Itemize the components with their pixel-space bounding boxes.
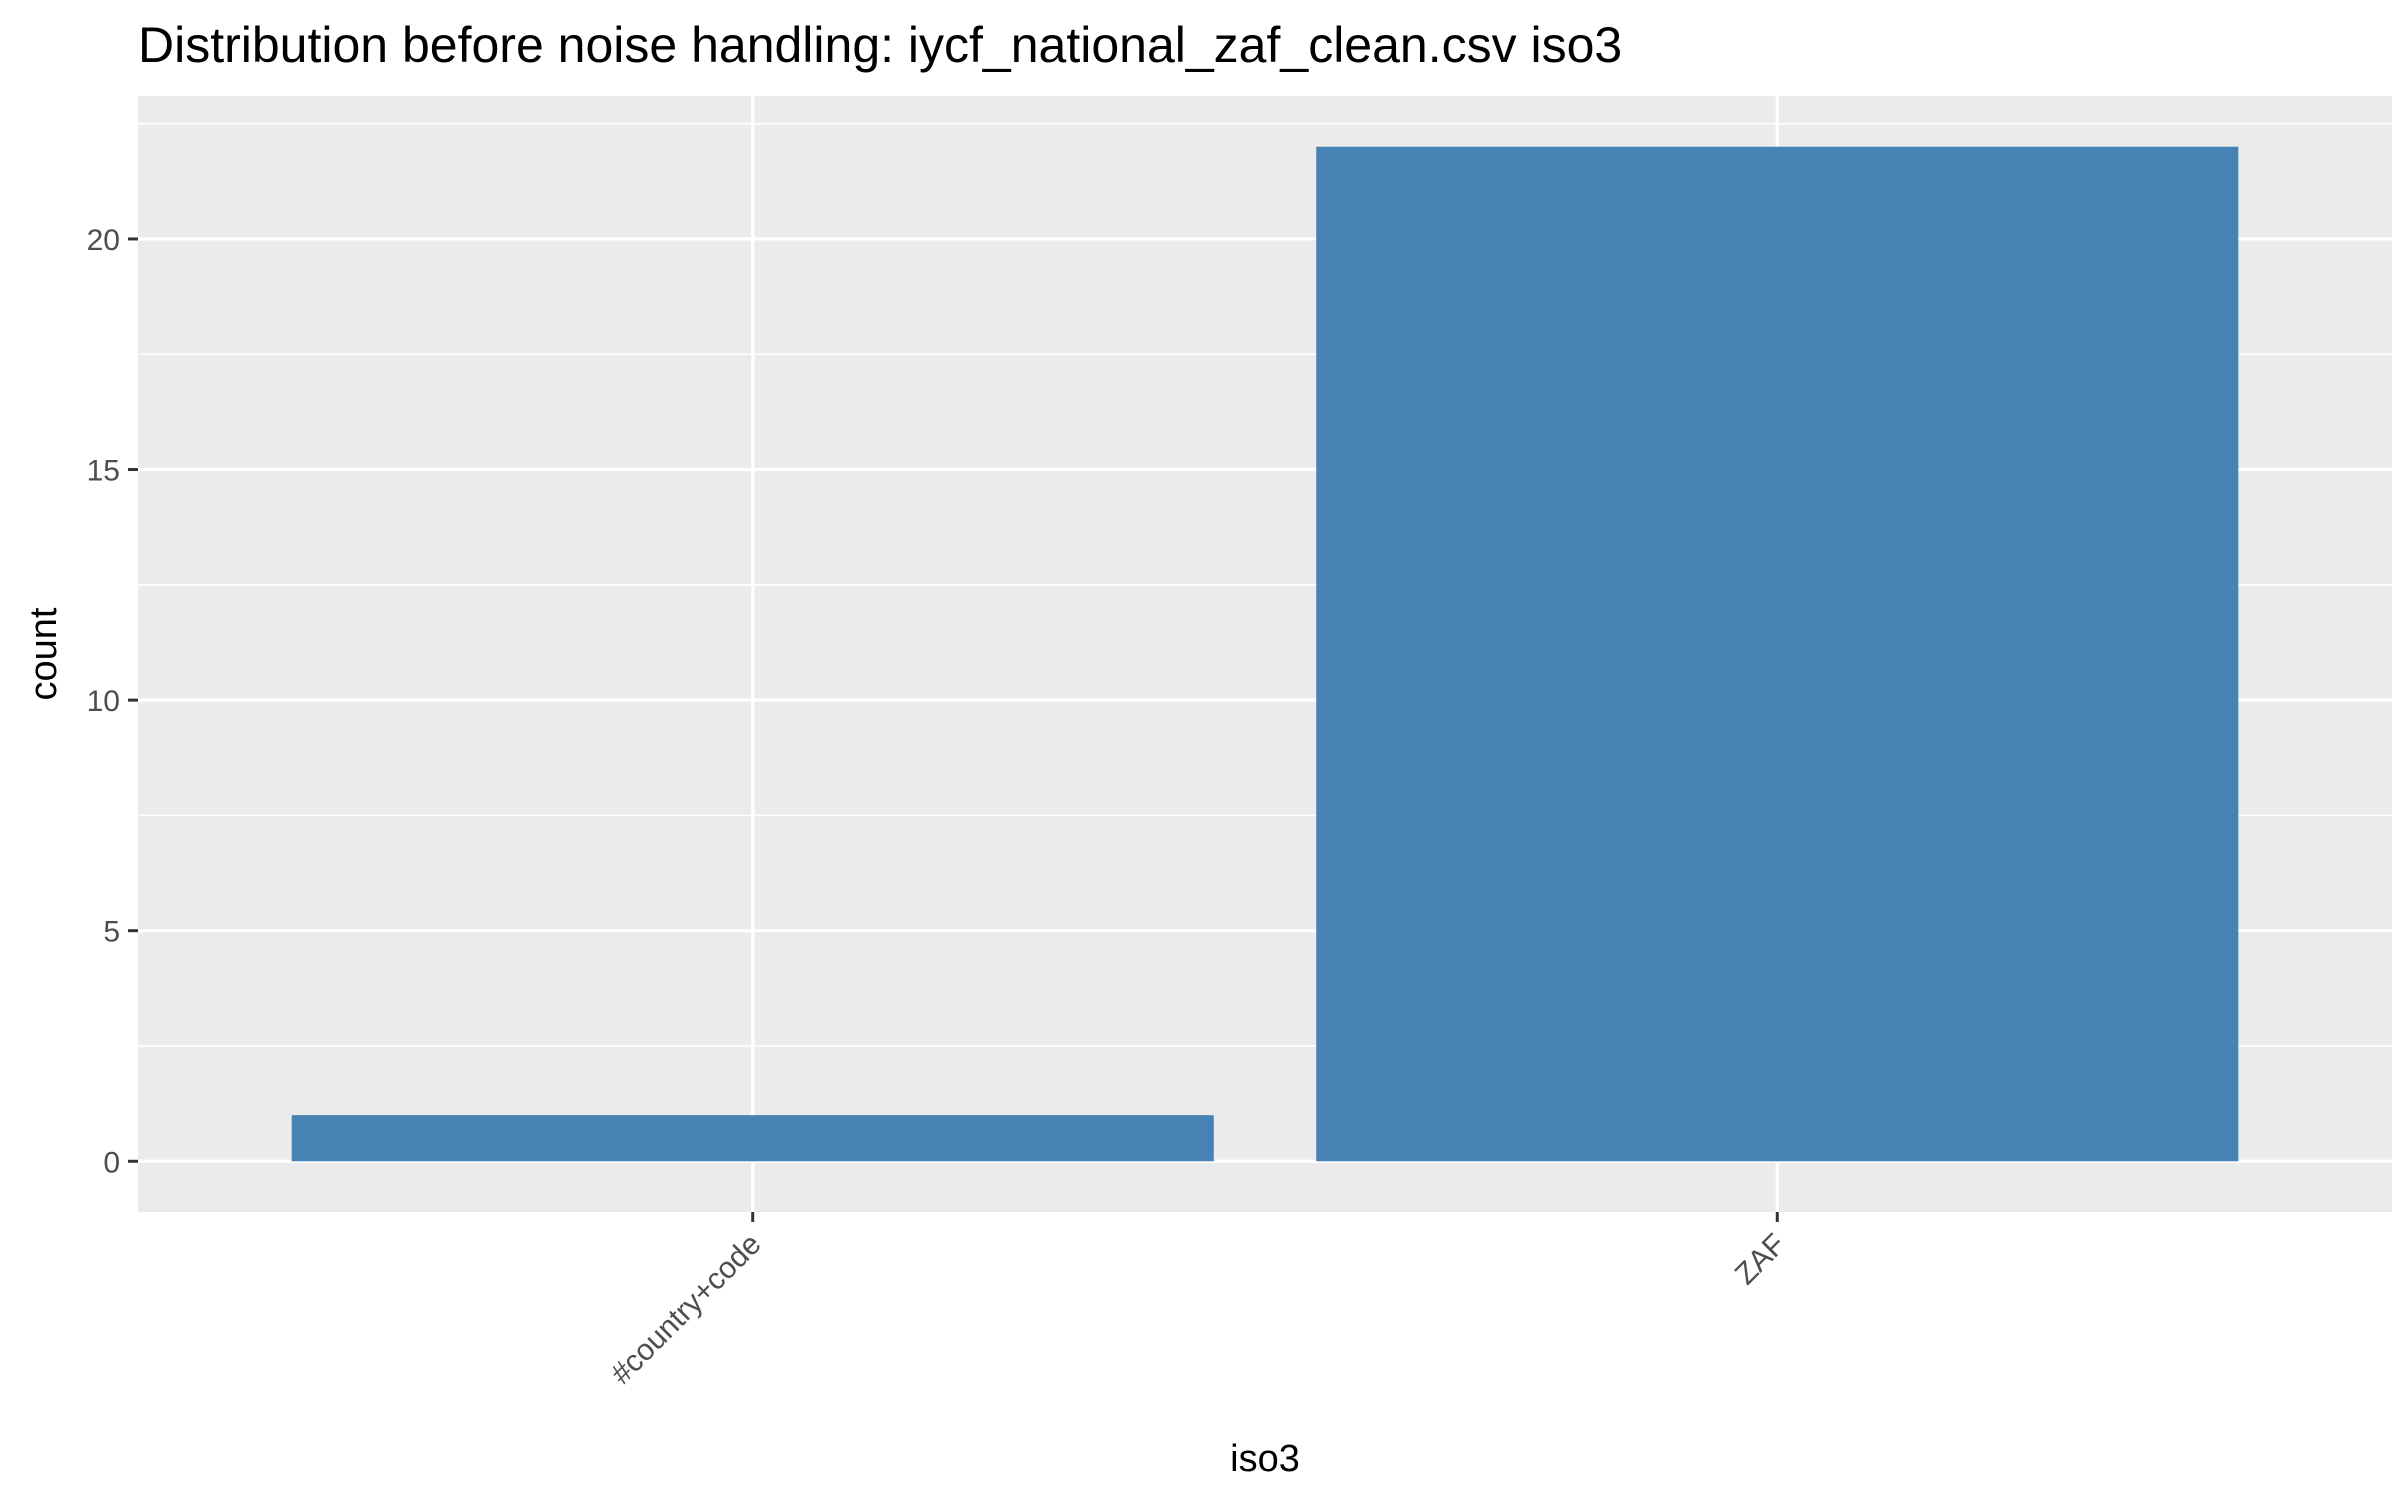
chart-title: Distribution before noise handling: iycf… [138,17,1622,73]
bar-1 [1316,146,2239,1162]
x-tick-label: ZAF [1729,1228,1792,1291]
y-tick-label: 15 [87,455,120,488]
x-axis-title: iso3 [1230,1438,1300,1480]
y-tick-label: 20 [87,224,120,257]
y-axis: 0 5 10 15 20 [87,224,138,1179]
bars [291,146,2239,1162]
x-tick-label: #country+code [605,1228,768,1391]
y-tick-label: 0 [103,1146,120,1179]
y-axis-title: count [23,607,65,700]
y-tick-label: 5 [103,916,120,949]
x-axis: #country+code ZAF [605,1212,1792,1391]
bar-0 [291,1115,1214,1162]
y-tick-label: 10 [87,685,120,718]
